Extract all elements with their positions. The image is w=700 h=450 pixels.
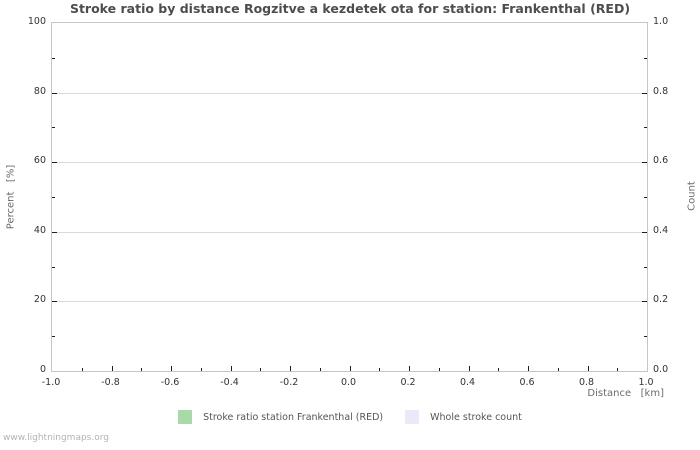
y-right-tick-label: 1.0 <box>653 16 669 27</box>
x-major-tick <box>468 366 470 371</box>
x-tick-label: -0.6 <box>160 377 180 388</box>
y-right-minor-tick <box>644 336 647 338</box>
y-right-major-tick <box>642 162 647 164</box>
x-tick-label: -0.4 <box>220 377 239 388</box>
gridline <box>52 301 647 303</box>
y-left-tick-label: 60 <box>33 155 46 167</box>
x-tick-label: -1.0 <box>41 377 61 388</box>
watermark-text: www.lightningmaps.org <box>3 433 109 443</box>
legend-swatch <box>405 410 420 424</box>
y-left-tick-label: 40 <box>33 224 46 236</box>
x-minor-tick <box>81 368 83 371</box>
y-right-minor-tick <box>644 197 647 198</box>
x-major-tick <box>230 366 232 371</box>
x-minor-tick <box>260 368 262 371</box>
x-minor-tick <box>498 368 500 371</box>
x-tick-label: 0.8 <box>578 377 595 388</box>
x-major-tick <box>111 366 113 371</box>
x-major-tick <box>409 366 410 371</box>
gridline <box>52 231 647 233</box>
gridline <box>52 162 647 164</box>
y-axis-left-title: Percent [%] <box>5 164 17 230</box>
plot-area <box>51 22 648 372</box>
y-left-tick-label: 0 <box>39 364 46 375</box>
x-tick-label: 0.6 <box>519 377 535 388</box>
y-left-tick-label: 20 <box>33 294 46 306</box>
x-major-tick <box>171 366 172 371</box>
legend: Stroke ratio station Frankenthal (RED) Wh… <box>0 410 700 424</box>
x-minor-tick <box>557 368 559 371</box>
x-minor-tick <box>200 368 202 371</box>
y-left-minor-tick <box>52 127 55 129</box>
y-right-major-tick <box>642 301 647 303</box>
y-left-tick-label: 80 <box>33 85 46 97</box>
y-right-tick-label: 0.6 <box>653 155 669 167</box>
y-right-minor-tick <box>644 127 647 129</box>
y-right-minor-tick <box>644 266 647 268</box>
chart-title: Stroke ratio by distance Rogzitve a kezd… <box>69 1 631 16</box>
x-tick-label: 1.0 <box>638 377 654 388</box>
y-left-major-tick <box>52 92 57 94</box>
x-minor-tick <box>617 368 619 371</box>
x-tick-label: 0.2 <box>400 377 416 388</box>
legend-swatch <box>178 410 193 424</box>
y-right-major-tick <box>642 92 647 94</box>
x-major-tick <box>349 366 351 371</box>
gridline <box>52 92 647 94</box>
x-axis-title: Distance [km] <box>587 388 664 399</box>
y-left-major-tick <box>52 231 57 233</box>
y-left-minor-tick <box>52 266 55 268</box>
legend-label: Whole stroke count <box>430 411 522 423</box>
y-left-minor-tick <box>52 57 55 59</box>
y-left-major-tick <box>52 301 57 303</box>
x-tick-label: 0.0 <box>340 377 357 388</box>
x-major-tick <box>587 366 589 371</box>
y-axis-right-title: Count <box>686 181 698 211</box>
y-right-major-tick <box>642 231 647 233</box>
y-right-tick-label: 0.2 <box>653 294 669 306</box>
x-minor-tick <box>141 368 143 371</box>
x-major-tick <box>290 366 291 371</box>
legend-item: Stroke ratio station Frankenthal (RED) <box>178 410 383 424</box>
y-right-tick-label: 0.0 <box>653 364 669 375</box>
y-right-tick-label: 0.8 <box>653 85 669 97</box>
x-minor-tick <box>379 368 381 371</box>
y-right-minor-tick <box>644 57 647 59</box>
x-tick-label: -0.2 <box>279 377 299 388</box>
legend-item: Whole stroke count <box>405 410 522 424</box>
x-tick-label: -0.8 <box>101 377 120 388</box>
legend-label: Stroke ratio station Frankenthal (RED) <box>203 411 384 423</box>
y-left-tick-label: 100 <box>27 16 46 27</box>
x-major-tick <box>528 366 529 371</box>
y-left-minor-tick <box>52 336 55 338</box>
x-minor-tick <box>438 368 440 371</box>
y-left-minor-tick <box>52 197 55 198</box>
x-minor-tick <box>319 368 321 371</box>
x-tick-label: 0.4 <box>459 377 476 388</box>
y-left-major-tick <box>52 162 57 164</box>
y-right-tick-label: 0.4 <box>653 224 669 236</box>
